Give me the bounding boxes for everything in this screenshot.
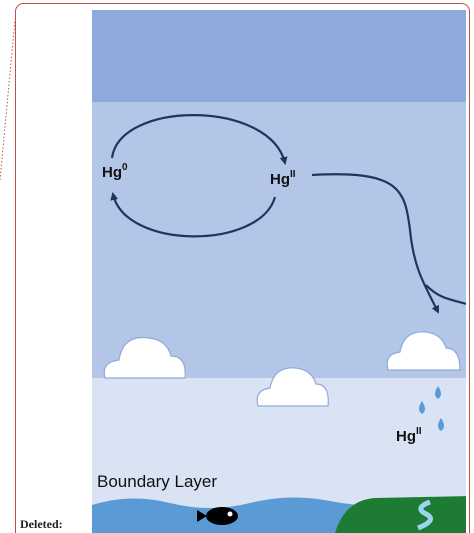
label-hg0: Hg0 <box>102 162 128 181</box>
revision-balloon <box>15 3 470 533</box>
deleted-marker: Deleted: <box>20 517 63 531</box>
land <box>335 496 466 533</box>
clouds <box>103 331 461 407</box>
fish <box>197 507 238 525</box>
river <box>417 499 433 531</box>
upper-atmosphere <box>92 10 466 102</box>
rain-drops <box>419 386 444 431</box>
cycle-arrows <box>110 114 466 314</box>
label-hgii-air: HgII <box>270 169 296 188</box>
boundary-layer-label: Boundary Layer <box>97 472 217 491</box>
diagram: Hg0 HgII HgII Boundary Layer <box>92 10 466 533</box>
label-hgii-rain: HgII <box>396 426 422 445</box>
comment-connector <box>0 19 16 181</box>
